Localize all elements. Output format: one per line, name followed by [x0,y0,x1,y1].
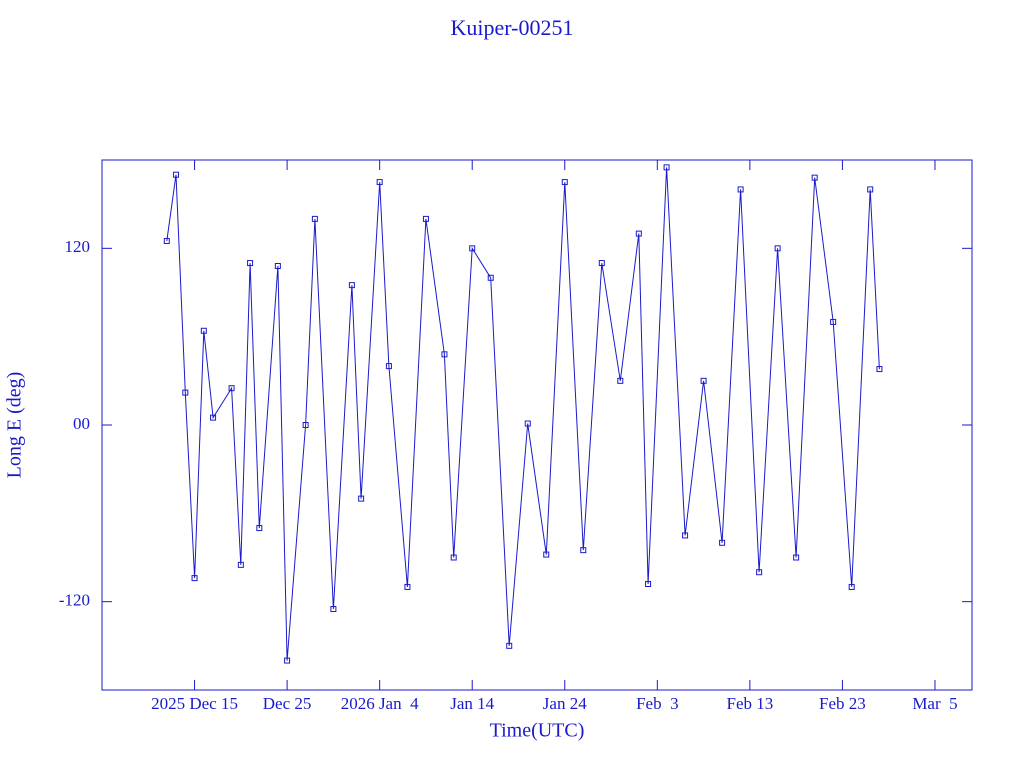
y-axis-label: Long E (deg) [4,372,26,479]
point-marker [506,642,513,649]
point-marker [737,186,744,193]
point-marker [311,215,318,222]
point-marker [580,547,587,554]
x-tick-label: Jan 14 [450,694,494,713]
point-marker [700,377,707,384]
point-marker [302,422,309,428]
point-marker [182,389,189,396]
point-marker [811,174,818,181]
point-marker [682,532,689,539]
point-marker [247,260,254,267]
point-marker [210,414,217,421]
point-marker [848,583,855,590]
point-marker [756,569,763,576]
point-marker [256,525,263,532]
point-marker [274,263,281,269]
point-marker [663,164,670,171]
x-tick-label: Mar 5 [912,694,957,713]
point-marker [793,554,800,561]
point-marker [469,245,476,252]
point-marker [867,186,874,193]
point-marker [774,245,781,252]
y-tick-label: 00 [73,414,90,433]
y-tick-label: 120 [65,237,91,256]
point-marker [330,606,337,613]
point-marker [173,171,180,178]
point-marker [404,583,411,590]
series-line [166,167,880,661]
point-marker [876,366,883,373]
x-tick-label: Jan 24 [543,694,587,713]
point-marker [598,260,605,267]
point-marker [422,215,429,222]
point-marker [543,551,550,558]
point-marker [284,657,291,664]
point-marker [191,575,198,582]
point-marker [450,554,457,561]
point-marker [385,363,392,370]
x-tick-label: Feb 23 [819,694,866,713]
x-tick-label: Dec 25 [263,694,312,713]
point-marker [719,539,726,546]
y-tick-label: -120 [59,591,90,610]
point-marker [617,377,624,384]
point-marker [163,237,170,244]
point-marker [487,274,494,281]
point-marker [376,179,383,186]
point-marker [561,179,568,186]
point-marker [348,282,355,289]
point-marker [237,561,244,568]
point-marker [524,420,531,427]
point-marker [441,351,448,358]
point-marker [200,327,207,334]
point-marker [358,495,365,502]
point-marker [635,230,642,237]
plot-frame [101,159,973,691]
x-tick-label: Feb 13 [726,694,773,713]
point-marker [830,318,837,325]
x-tick-label: 2026 Jan 4 [341,694,419,713]
chart-title: Kuiper-00251 [451,15,574,40]
x-axis-label: Time(UTC) [490,720,585,742]
point-marker [645,581,652,587]
x-tick-label: Feb 3 [636,694,679,713]
x-tick-label: 2025 Dec 15 [151,694,238,713]
point-marker [228,385,235,392]
